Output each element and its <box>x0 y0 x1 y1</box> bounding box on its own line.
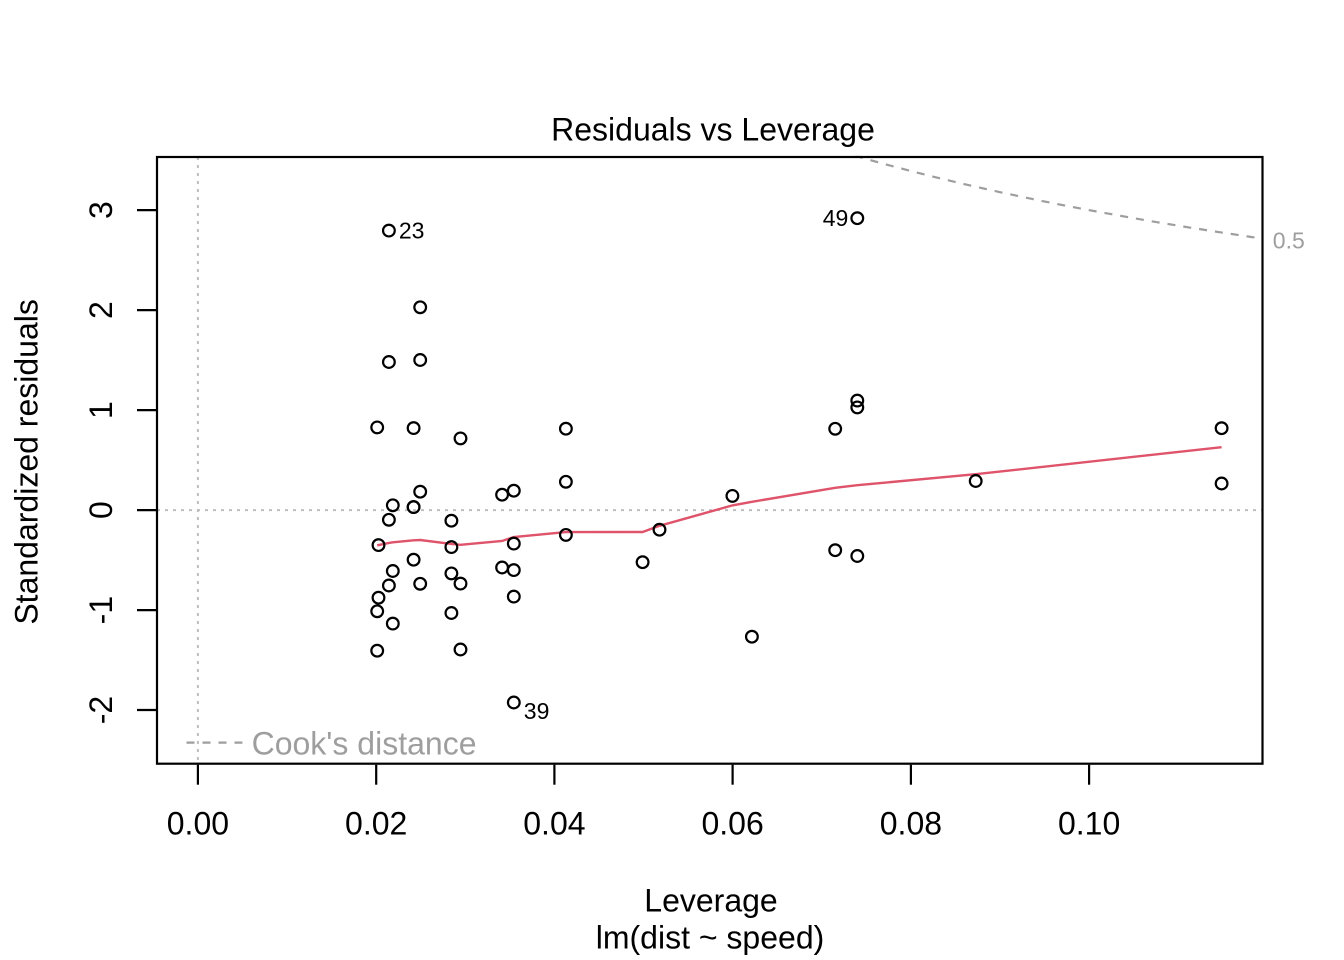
svg-text:0.08: 0.08 <box>880 806 942 842</box>
svg-text:Leverage: Leverage <box>644 883 777 919</box>
svg-text:lm(dist ~ speed): lm(dist ~ speed) <box>596 920 825 956</box>
svg-text:0.00: 0.00 <box>167 806 229 842</box>
svg-text:0.02: 0.02 <box>345 806 407 842</box>
svg-text:23: 23 <box>399 218 425 244</box>
svg-text:0: 0 <box>83 501 119 519</box>
svg-text:Standardized residuals: Standardized residuals <box>9 299 45 625</box>
svg-text:0.5: 0.5 <box>1273 228 1305 254</box>
svg-text:0.06: 0.06 <box>701 806 763 842</box>
svg-text:Cook's distance: Cook's distance <box>252 725 477 761</box>
svg-text:Residuals vs Leverage: Residuals vs Leverage <box>551 112 875 148</box>
svg-text:2: 2 <box>83 301 119 319</box>
svg-text:39: 39 <box>524 698 550 724</box>
svg-text:3: 3 <box>83 201 119 219</box>
svg-text:0.04: 0.04 <box>523 806 585 842</box>
svg-text:49: 49 <box>823 205 849 231</box>
svg-text:0.10: 0.10 <box>1058 806 1120 842</box>
svg-text:1: 1 <box>83 401 119 419</box>
svg-text:-2: -2 <box>83 696 119 724</box>
svg-text:-1: -1 <box>83 596 119 624</box>
